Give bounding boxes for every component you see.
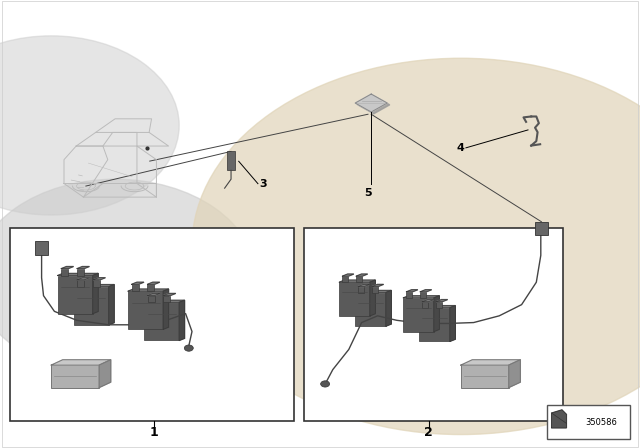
Polygon shape: [179, 300, 184, 340]
Polygon shape: [74, 284, 114, 287]
Polygon shape: [509, 360, 520, 388]
Bar: [358, 287, 364, 293]
Polygon shape: [147, 282, 160, 284]
Bar: [93, 280, 100, 287]
Polygon shape: [128, 289, 168, 291]
Text: 5: 5: [364, 188, 372, 198]
Bar: [128, 291, 163, 329]
Text: 350586: 350586: [586, 418, 618, 427]
Polygon shape: [403, 296, 439, 298]
Polygon shape: [355, 94, 387, 112]
Bar: [163, 296, 170, 302]
Bar: [304, 228, 563, 421]
Polygon shape: [342, 274, 354, 276]
Bar: [61, 269, 68, 276]
Bar: [420, 292, 426, 298]
Bar: [406, 292, 412, 298]
Polygon shape: [356, 274, 367, 276]
Bar: [342, 276, 348, 282]
Bar: [403, 298, 434, 332]
Polygon shape: [93, 273, 98, 314]
Polygon shape: [436, 300, 447, 302]
Polygon shape: [163, 293, 176, 296]
Polygon shape: [419, 306, 455, 308]
Bar: [356, 276, 362, 282]
Polygon shape: [358, 284, 370, 287]
Circle shape: [321, 381, 330, 387]
Polygon shape: [77, 278, 90, 280]
Polygon shape: [450, 306, 455, 341]
Polygon shape: [77, 267, 90, 269]
Polygon shape: [109, 284, 114, 325]
Polygon shape: [339, 280, 375, 282]
Text: 4: 4: [456, 143, 464, 153]
Bar: [74, 287, 109, 325]
Circle shape: [192, 58, 640, 435]
Polygon shape: [58, 273, 98, 276]
Polygon shape: [386, 290, 391, 326]
Polygon shape: [99, 360, 111, 388]
Polygon shape: [358, 96, 390, 114]
Text: 1: 1: [149, 426, 158, 439]
Polygon shape: [420, 290, 431, 292]
Circle shape: [184, 345, 193, 351]
Text: 2: 2: [424, 426, 433, 439]
Polygon shape: [552, 410, 566, 428]
Bar: [422, 302, 428, 308]
Bar: [227, 151, 235, 170]
Polygon shape: [355, 290, 391, 293]
Polygon shape: [163, 289, 168, 329]
Bar: [372, 287, 378, 293]
Polygon shape: [434, 296, 439, 332]
Bar: [535, 222, 548, 235]
Bar: [77, 269, 84, 276]
Polygon shape: [61, 267, 74, 269]
Bar: [547, 405, 630, 439]
Polygon shape: [132, 282, 144, 284]
Polygon shape: [422, 300, 434, 302]
Polygon shape: [461, 360, 520, 365]
Polygon shape: [51, 360, 111, 365]
Bar: [147, 284, 154, 291]
Polygon shape: [372, 284, 383, 287]
Polygon shape: [148, 293, 160, 296]
Bar: [58, 276, 93, 314]
Polygon shape: [144, 300, 184, 302]
Bar: [461, 365, 509, 388]
Bar: [35, 241, 48, 255]
Polygon shape: [93, 278, 106, 280]
Bar: [419, 308, 450, 341]
Polygon shape: [406, 290, 418, 292]
Bar: [51, 365, 99, 388]
Bar: [148, 296, 155, 302]
Bar: [355, 293, 386, 326]
Circle shape: [0, 179, 256, 376]
Bar: [144, 302, 179, 340]
Text: 3: 3: [259, 179, 267, 189]
Bar: [339, 282, 370, 316]
Circle shape: [0, 36, 179, 215]
Polygon shape: [370, 280, 375, 316]
Bar: [77, 280, 84, 287]
Bar: [10, 228, 294, 421]
Bar: [436, 302, 442, 308]
Bar: [132, 284, 139, 291]
